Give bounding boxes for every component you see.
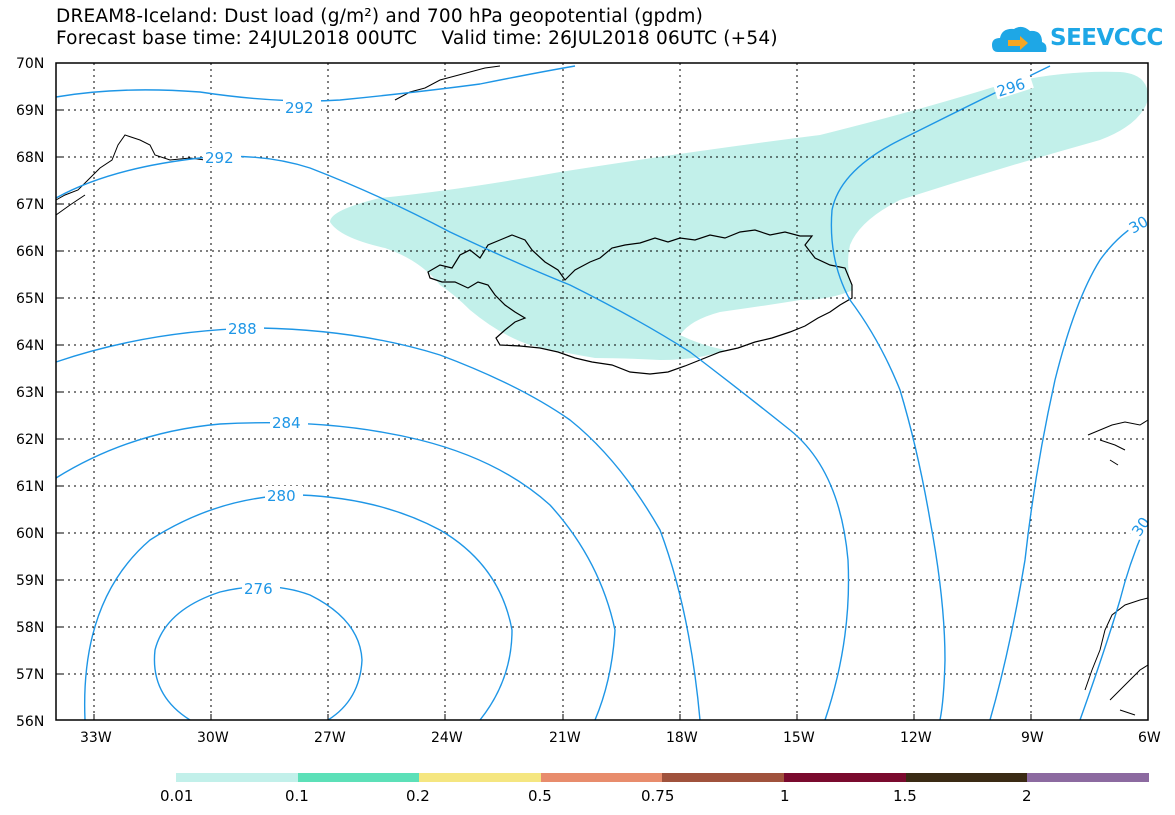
latitude-labels: 70N 69N 68N 67N 66N 65N 64N 63N 62N 61N … bbox=[16, 56, 44, 730]
lon-label-30w: 30W bbox=[197, 730, 229, 746]
legend-swatch-2 bbox=[419, 773, 541, 782]
contour-label-292-n: 292 bbox=[285, 99, 314, 117]
legend-label-1: 0.1 bbox=[285, 787, 309, 805]
contour-280 bbox=[83, 494, 513, 721]
legend-label-7: 2 bbox=[1022, 787, 1032, 805]
lon-label-24w: 24W bbox=[431, 730, 463, 746]
legend-swatch-0 bbox=[176, 773, 298, 782]
legend-label-3: 0.5 bbox=[528, 787, 552, 805]
lat-label-66n: 66N bbox=[16, 244, 44, 260]
lat-label-68n: 68N bbox=[16, 150, 44, 166]
longitude-labels: 33W 30W 27W 24W 21W 18W 15W 12W 9W 6W bbox=[80, 730, 1161, 746]
contour-label-284: 284 bbox=[272, 414, 301, 432]
lon-label-18w: 18W bbox=[666, 730, 698, 746]
legend-swatch-3 bbox=[541, 773, 662, 782]
legend-colorbar bbox=[176, 773, 1149, 782]
lat-label-69n: 69N bbox=[16, 103, 44, 119]
contour-label-288: 288 bbox=[228, 320, 257, 338]
lat-label-59n: 59N bbox=[16, 573, 44, 589]
legend-label-5: 1 bbox=[780, 787, 790, 805]
lon-label-9w: 9W bbox=[1021, 730, 1044, 746]
lon-label-6w: 6W bbox=[1138, 730, 1161, 746]
lat-label-60n: 60N bbox=[16, 526, 44, 542]
cloud-logo-icon bbox=[992, 26, 1047, 52]
legend-swatch-6 bbox=[906, 773, 1027, 782]
dust-load-area bbox=[330, 71, 1149, 360]
lat-label-67n: 67N bbox=[16, 197, 44, 213]
iceland-coastline bbox=[427, 229, 853, 375]
dust-fill-main bbox=[330, 71, 1149, 360]
lat-label-63n: 63N bbox=[16, 385, 44, 401]
contour-300b bbox=[1079, 519, 1149, 721]
contour-292-north bbox=[55, 65, 576, 102]
lat-label-61n: 61N bbox=[16, 479, 44, 495]
legend-label-2: 0.2 bbox=[406, 787, 430, 805]
contour-276 bbox=[153, 586, 363, 721]
lon-label-12w: 12W bbox=[900, 730, 932, 746]
legend-labels: 0.01 0.1 0.2 0.5 0.75 1 1.5 2 bbox=[160, 787, 1032, 805]
lat-label-58n: 58N bbox=[16, 620, 44, 636]
lon-label-33w: 33W bbox=[80, 730, 112, 746]
lat-label-70n: 70N bbox=[16, 56, 44, 72]
graticule bbox=[56, 63, 1148, 720]
norway-coast bbox=[1084, 597, 1149, 716]
geopotential-contours bbox=[55, 65, 1149, 721]
lat-label-56n: 56N bbox=[16, 714, 44, 730]
legend-swatch-1 bbox=[298, 773, 419, 782]
legend-label-4: 0.75 bbox=[641, 787, 674, 805]
contour-label-280: 280 bbox=[267, 487, 296, 505]
faroe-islands-coast bbox=[1087, 419, 1149, 466]
lon-label-21w: 21W bbox=[549, 730, 581, 746]
tick-marks bbox=[56, 109, 1032, 720]
svalbard-jan-mayen-coast bbox=[394, 65, 501, 101]
lat-label-65n: 65N bbox=[16, 291, 44, 307]
lat-label-57n: 57N bbox=[16, 667, 44, 683]
legend-label-0: 0.01 bbox=[160, 787, 193, 805]
contour-label-292: 292 bbox=[205, 149, 234, 167]
lon-label-15w: 15W bbox=[783, 730, 815, 746]
greenland-coastline bbox=[55, 134, 206, 216]
logo-text: SEEVCCC bbox=[1050, 25, 1163, 51]
contour-284 bbox=[55, 422, 616, 721]
contour-label-276: 276 bbox=[244, 580, 273, 598]
legend-swatch-4 bbox=[662, 773, 784, 782]
map-title-line2: Forecast base time: 24JUL2018 00UTC Vali… bbox=[56, 28, 778, 49]
legend-label-6: 1.5 bbox=[893, 787, 917, 805]
lat-label-64n: 64N bbox=[16, 338, 44, 354]
contour-label-300-b: 30 bbox=[1128, 514, 1154, 540]
legend-swatch-7 bbox=[1027, 773, 1149, 782]
map-title-line1: DREAM8-Iceland: Dust load (g/m²) and 700… bbox=[56, 6, 704, 27]
lon-label-27w: 27W bbox=[314, 730, 346, 746]
contour-300a bbox=[989, 217, 1149, 721]
lat-label-62n: 62N bbox=[16, 432, 44, 448]
contour-288 bbox=[55, 327, 701, 721]
legend-swatch-5 bbox=[784, 773, 906, 782]
contour-296 bbox=[830, 65, 1051, 721]
